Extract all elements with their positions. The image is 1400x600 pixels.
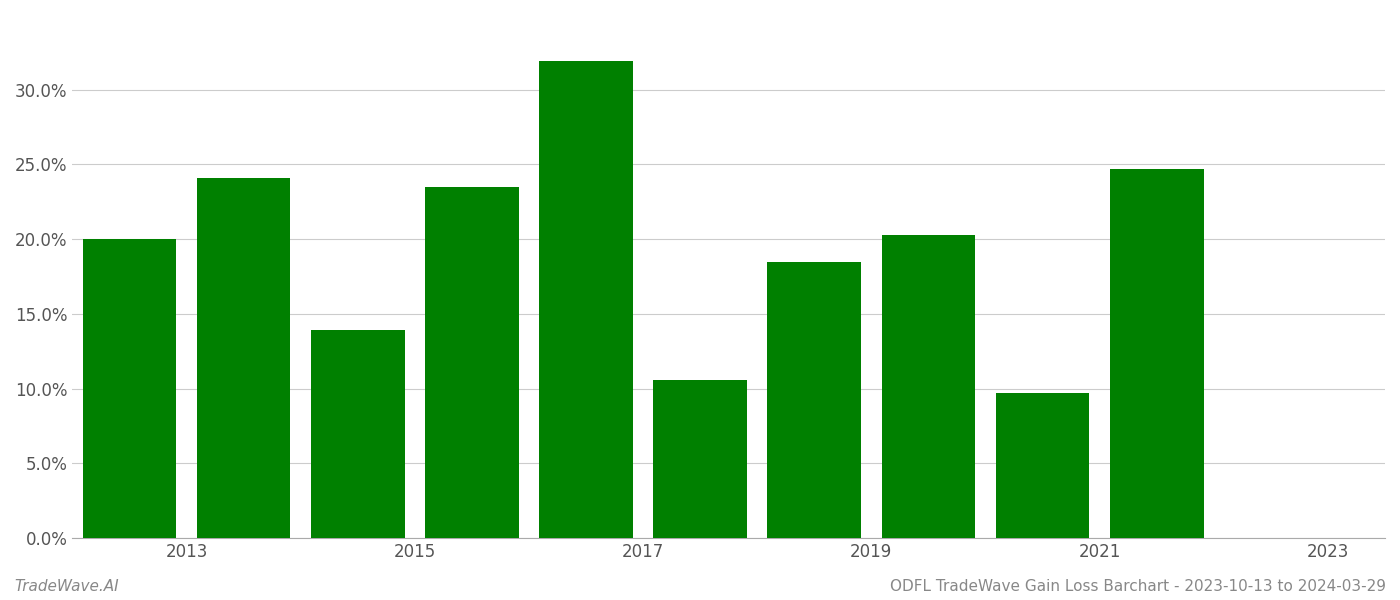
- Bar: [311, 331, 405, 538]
- Bar: [83, 239, 176, 538]
- Bar: [767, 262, 861, 538]
- Bar: [995, 393, 1089, 538]
- Text: TradeWave.AI: TradeWave.AI: [14, 579, 119, 594]
- Bar: [197, 178, 290, 538]
- Bar: [539, 61, 633, 538]
- Bar: [882, 235, 976, 538]
- Bar: [1110, 169, 1204, 538]
- Bar: [654, 380, 748, 538]
- Bar: [426, 187, 518, 538]
- Text: ODFL TradeWave Gain Loss Barchart - 2023-10-13 to 2024-03-29: ODFL TradeWave Gain Loss Barchart - 2023…: [890, 579, 1386, 594]
